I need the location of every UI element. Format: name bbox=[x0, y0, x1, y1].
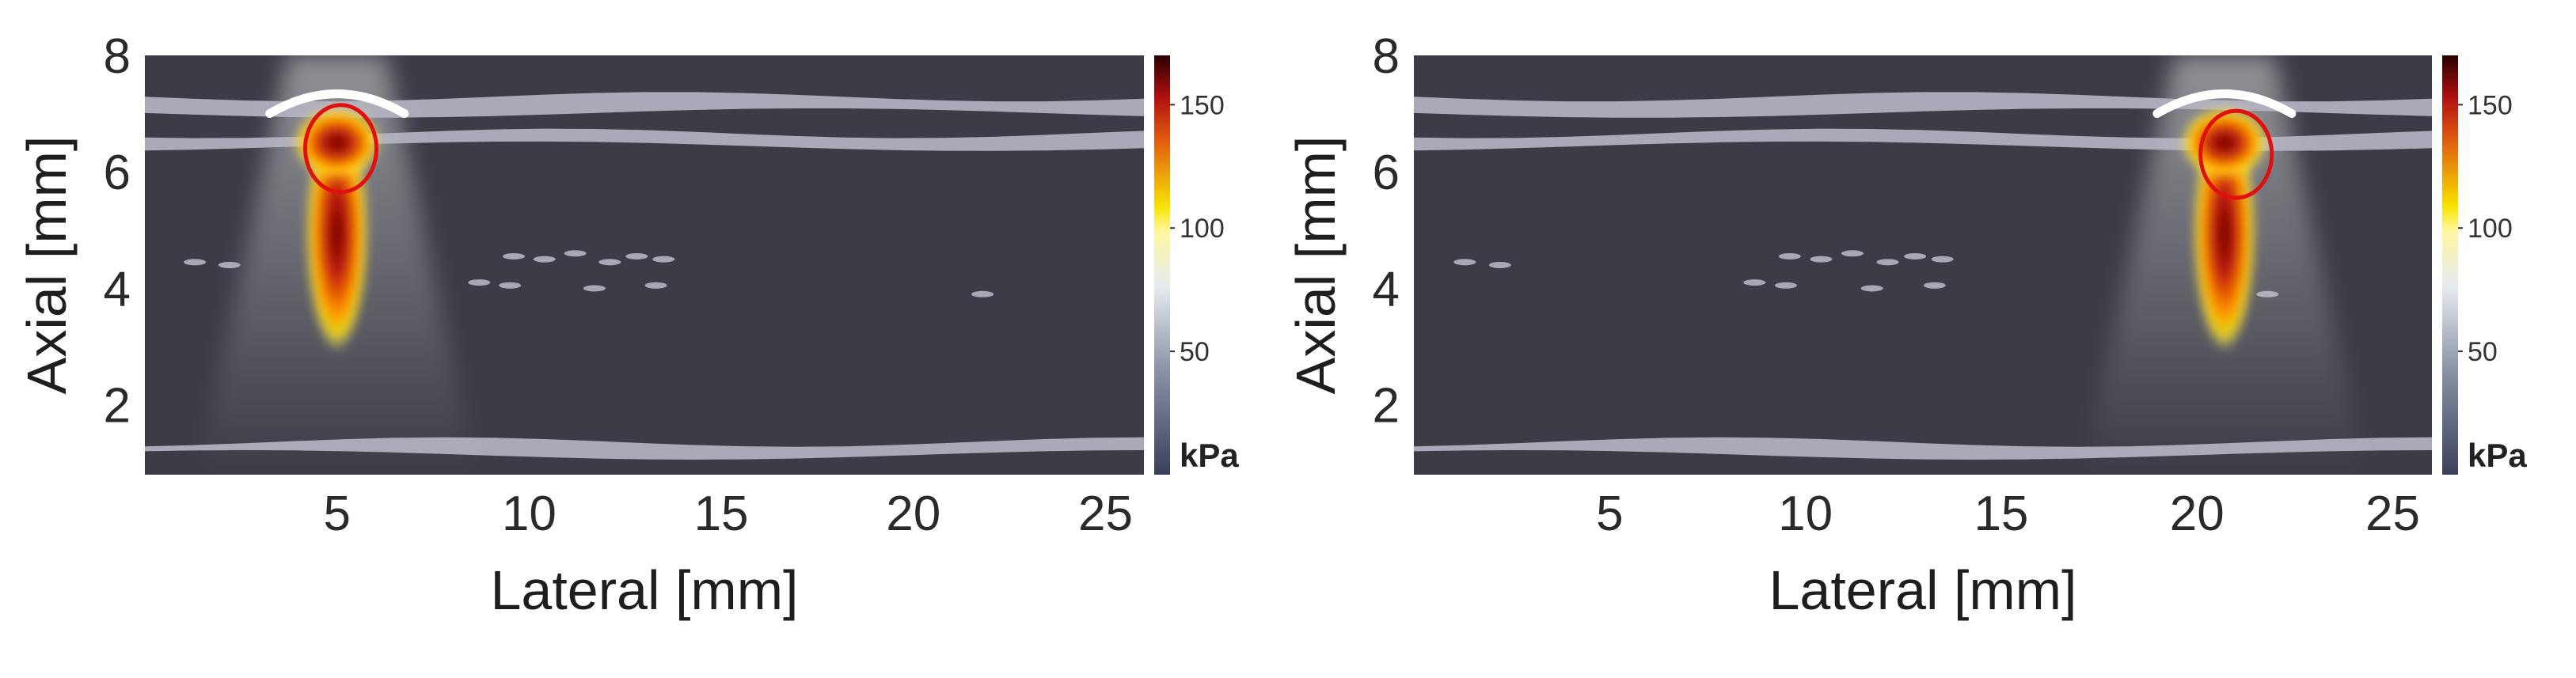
speckle bbox=[625, 252, 648, 259]
tissue-layer bbox=[1414, 128, 2432, 151]
x-tick-label: 10 bbox=[1778, 487, 1833, 541]
plot-area bbox=[1414, 55, 2432, 475]
speckle bbox=[1743, 279, 1766, 286]
speckle bbox=[652, 256, 675, 263]
speckle bbox=[468, 279, 491, 286]
speckle bbox=[598, 259, 621, 266]
x-tick-label: 15 bbox=[1974, 487, 2028, 541]
speckle bbox=[1453, 259, 1476, 266]
colorbar-tick-label: 150 bbox=[1180, 90, 1225, 120]
speckle bbox=[1931, 256, 1954, 263]
y-tick-label: 8 bbox=[104, 29, 131, 84]
x-tick-label: 20 bbox=[886, 487, 940, 541]
tissue-layer bbox=[145, 128, 1144, 151]
y-tick-label: 2 bbox=[104, 379, 131, 434]
tissue-layer bbox=[145, 437, 1144, 460]
speckle bbox=[583, 285, 606, 292]
speckle bbox=[564, 250, 587, 257]
colorbar-tick-label: 50 bbox=[2468, 337, 2498, 367]
tissue-layer bbox=[1414, 92, 2432, 118]
heatmap-panel-1: 5 10 15 20 25 2 4 6 8 Lateral [mm] Axial [mm] 50 100… bbox=[16, 29, 1239, 621]
y-axis-title: Axial [mm] bbox=[16, 136, 78, 395]
speckle bbox=[1774, 282, 1797, 289]
speckle bbox=[1876, 259, 1899, 266]
heatmap-panel-2: 5 10 15 20 25 2 4 6 8 Lateral [mm] Axial [mm] 50 100… bbox=[1285, 29, 2527, 621]
x-tick-label: 15 bbox=[694, 487, 749, 541]
speckle bbox=[502, 252, 525, 259]
speckle bbox=[1841, 250, 1864, 257]
speckle bbox=[218, 262, 241, 268]
colorbar bbox=[2442, 55, 2458, 475]
x-tick-label: 10 bbox=[502, 487, 557, 541]
speckle bbox=[1810, 256, 1833, 263]
y-tick-label: 6 bbox=[1373, 146, 1400, 200]
focal-region-ellipse bbox=[303, 103, 379, 195]
speckle bbox=[2256, 290, 2279, 297]
speckle bbox=[1860, 285, 1883, 292]
y-tick-label: 8 bbox=[1373, 29, 1400, 84]
speckle bbox=[971, 290, 994, 297]
colorbar-tick-label: 100 bbox=[2468, 214, 2513, 244]
y-tick-label: 4 bbox=[1373, 262, 1400, 316]
colorbar-tick-label: 100 bbox=[1180, 214, 1225, 244]
transducer-arc bbox=[2152, 89, 2297, 119]
colorbar-tick-label: 50 bbox=[1180, 337, 1210, 367]
y-tick-label: 6 bbox=[104, 146, 131, 200]
speckle bbox=[1923, 282, 1946, 289]
y-tick-label: 2 bbox=[1373, 379, 1400, 434]
x-tick-label: 25 bbox=[2365, 487, 2420, 541]
transducer-arc bbox=[265, 89, 409, 119]
speckle bbox=[1904, 252, 1927, 259]
colorbar-tick-label: 150 bbox=[2468, 90, 2513, 120]
colorbar bbox=[1154, 55, 1170, 475]
y-axis-title: Axial [mm] bbox=[1285, 136, 1347, 395]
x-tick-label: 5 bbox=[323, 487, 350, 541]
y-tick-label: 4 bbox=[104, 262, 131, 316]
focal-region-ellipse bbox=[2198, 108, 2274, 200]
speckle bbox=[1778, 252, 1801, 259]
x-axis-title: Lateral [mm] bbox=[491, 559, 799, 621]
speckle bbox=[184, 259, 207, 266]
colorbar-unit-label: kPa bbox=[2468, 437, 2527, 474]
speckle bbox=[1488, 262, 1511, 268]
x-tick-label: 25 bbox=[1078, 487, 1133, 541]
speckle bbox=[499, 282, 522, 289]
x-tick-label: 20 bbox=[2170, 487, 2225, 541]
speckle bbox=[533, 256, 556, 263]
x-axis-title: Lateral [mm] bbox=[1769, 559, 2077, 621]
tissue-layer bbox=[1414, 437, 2432, 460]
x-tick-label: 5 bbox=[1596, 487, 1623, 541]
speckle bbox=[644, 282, 667, 289]
colorbar-unit-label: kPa bbox=[1180, 437, 1239, 474]
pressure-peak bbox=[293, 107, 381, 179]
plot-area bbox=[145, 55, 1144, 475]
